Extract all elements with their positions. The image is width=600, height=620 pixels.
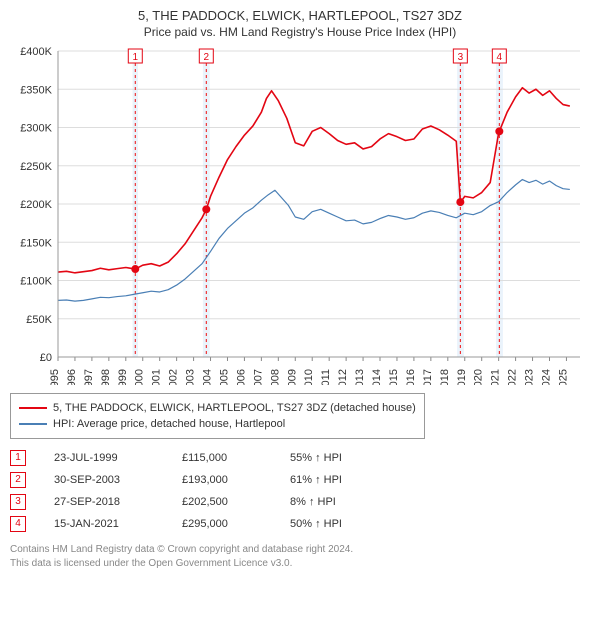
svg-text:2025: 2025: [557, 369, 569, 385]
svg-text:£300K: £300K: [20, 123, 52, 135]
svg-text:2005: 2005: [218, 369, 230, 385]
svg-text:2020: 2020: [473, 369, 485, 385]
sale-price: £115,000: [182, 447, 262, 469]
svg-text:2021: 2021: [490, 369, 502, 385]
svg-text:2019: 2019: [456, 369, 468, 385]
svg-text:2: 2: [204, 52, 210, 63]
sale-table: 1 23-JUL-1999 £115,000 55% ↑ HPI 2 30-SEP-200…: [10, 447, 590, 535]
svg-text:2024: 2024: [540, 369, 552, 385]
legend-item: 5, THE PADDOCK, ELWICK, HARTLEPOOL, TS27…: [19, 400, 416, 416]
svg-text:2023: 2023: [524, 369, 536, 385]
svg-text:£350K: £350K: [20, 84, 52, 96]
sale-marker: 2: [10, 472, 26, 488]
sale-price: £202,500: [182, 491, 262, 513]
svg-text:£200K: £200K: [20, 199, 52, 211]
sale-date: 15-JAN-2021: [54, 513, 154, 535]
sale-marker: 4: [10, 516, 26, 532]
svg-text:1996: 1996: [66, 369, 78, 385]
svg-text:1999: 1999: [117, 369, 129, 385]
svg-text:1997: 1997: [83, 369, 95, 385]
svg-text:1998: 1998: [100, 369, 112, 385]
svg-text:2009: 2009: [286, 369, 298, 385]
svg-text:4: 4: [497, 52, 503, 63]
svg-text:£100K: £100K: [20, 276, 52, 288]
svg-text:£400K: £400K: [20, 46, 52, 58]
legend-item: HPI: Average price, detached house, Hart…: [19, 416, 416, 432]
svg-text:1: 1: [133, 52, 139, 63]
svg-text:2004: 2004: [202, 369, 214, 385]
sale-price: £193,000: [182, 469, 262, 491]
sale-date: 30-SEP-2003: [54, 469, 154, 491]
sale-row: 4 15-JAN-2021 £295,000 50% ↑ HPI: [10, 513, 590, 535]
svg-text:£250K: £250K: [20, 161, 52, 173]
svg-text:£0: £0: [40, 352, 52, 364]
sale-marker: 1: [10, 450, 26, 466]
title-sub: Price paid vs. HM Land Registry's House …: [10, 25, 590, 39]
sale-row: 2 30-SEP-2003 £193,000 61% ↑ HPI: [10, 469, 590, 491]
svg-text:£50K: £50K: [26, 314, 52, 326]
sale-date: 23-JUL-1999: [54, 447, 154, 469]
chart-area: £0 £50K £100K £150K £200K £250K £300K £350K £400…: [10, 45, 590, 385]
legend-swatch: [19, 407, 47, 409]
sale-price: £295,000: [182, 513, 262, 535]
svg-text:2015: 2015: [388, 369, 400, 385]
svg-text:2012: 2012: [337, 369, 349, 385]
svg-text:2003: 2003: [185, 369, 197, 385]
svg-text:2016: 2016: [405, 369, 417, 385]
svg-text:2022: 2022: [507, 369, 519, 385]
svg-text:3: 3: [458, 52, 464, 63]
line-chart-svg: £0 £50K £100K £150K £200K £250K £300K £350K £400…: [10, 45, 590, 385]
svg-text:2002: 2002: [168, 369, 180, 385]
sale-date: 27-SEP-2018: [54, 491, 154, 513]
svg-text:1995: 1995: [49, 369, 61, 385]
svg-text:2011: 2011: [320, 369, 332, 385]
legend-box: 5, THE PADDOCK, ELWICK, HARTLEPOOL, TS27…: [10, 393, 425, 439]
sale-row: 3 27-SEP-2018 £202,500 8% ↑ HPI: [10, 491, 590, 513]
sale-diff: 50% ↑ HPI: [290, 513, 380, 535]
legend-label: 5, THE PADDOCK, ELWICK, HARTLEPOOL, TS27…: [53, 400, 416, 416]
svg-text:2000: 2000: [134, 369, 146, 385]
legend-swatch: [19, 423, 47, 425]
svg-text:2006: 2006: [235, 369, 247, 385]
footer-line-1: Contains HM Land Registry data © Crown c…: [10, 543, 590, 557]
footer-attribution: Contains HM Land Registry data © Crown c…: [10, 543, 590, 570]
svg-text:2013: 2013: [354, 369, 366, 385]
svg-text:2017: 2017: [422, 369, 434, 385]
svg-text:2018: 2018: [439, 369, 451, 385]
sale-diff: 8% ↑ HPI: [290, 491, 380, 513]
svg-text:2001: 2001: [151, 369, 163, 385]
svg-text:2010: 2010: [303, 369, 315, 385]
footer-line-2: This data is licensed under the Open Gov…: [10, 557, 590, 571]
sale-diff: 55% ↑ HPI: [290, 447, 380, 469]
legend-label: HPI: Average price, detached house, Hart…: [53, 416, 285, 432]
sale-marker: 3: [10, 494, 26, 510]
svg-text:2014: 2014: [371, 369, 383, 385]
svg-text:£150K: £150K: [20, 237, 52, 249]
title-main: 5, THE PADDOCK, ELWICK, HARTLEPOOL, TS27…: [10, 8, 590, 23]
sale-row: 1 23-JUL-1999 £115,000 55% ↑ HPI: [10, 447, 590, 469]
svg-text:2008: 2008: [269, 369, 281, 385]
sale-diff: 61% ↑ HPI: [290, 469, 380, 491]
svg-text:2007: 2007: [252, 369, 264, 385]
